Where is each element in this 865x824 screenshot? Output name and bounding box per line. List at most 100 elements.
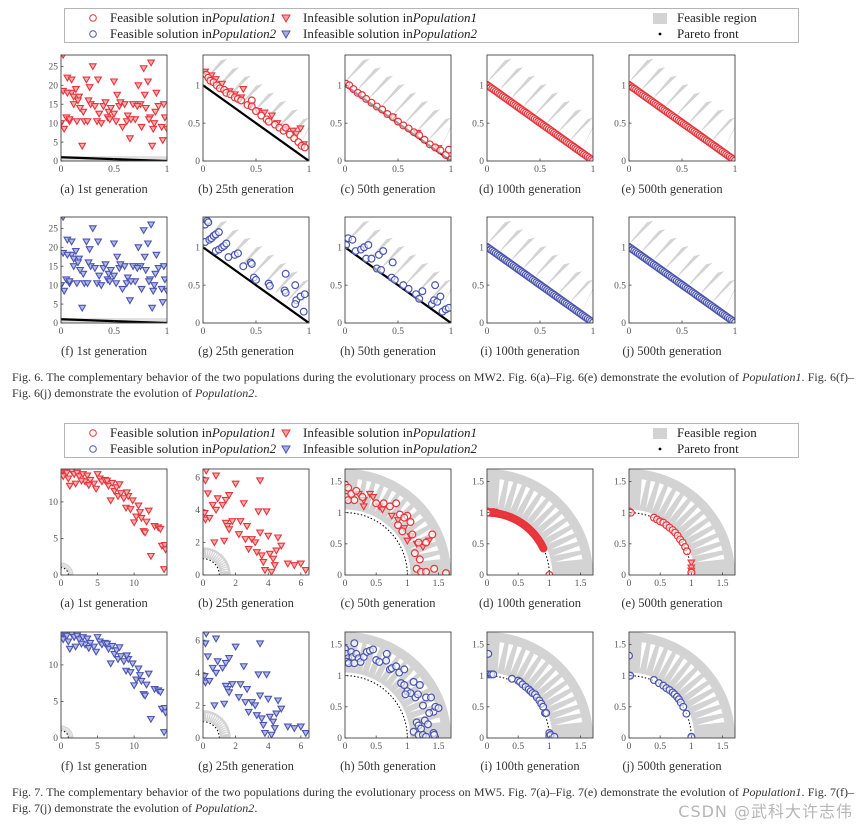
feasible-point <box>369 645 378 654</box>
infeasible-point <box>75 636 84 644</box>
feasible-point <box>404 124 413 133</box>
feasible-point <box>392 662 401 671</box>
infeasible-point <box>144 507 153 515</box>
subplot-fig7-a: 0 5 10 0 5 10 (a) 1st generation <box>25 459 168 619</box>
infeasible-point <box>109 110 119 118</box>
feasible-point <box>367 98 376 107</box>
feasible-region-spike <box>653 75 677 99</box>
infeasible-point <box>270 725 280 733</box>
infeasible-point <box>128 497 137 505</box>
subplot-fig7-d: 0 0.5 1 1.5 0 0.5 1 1.5 (d) 100th generation <box>451 459 594 619</box>
subplot-fig6-j: 0 0.5 1 0 0.5 1 (j) 500th generation <box>593 207 738 367</box>
y-tick-label: 4 <box>195 669 200 679</box>
infeasible-point <box>133 103 142 111</box>
infeasible-point <box>116 261 125 269</box>
feasible-point <box>629 651 633 660</box>
y-tick-label: 0 <box>479 734 484 744</box>
feasible-point <box>264 117 273 126</box>
plot-area <box>203 58 309 161</box>
y-tick-label: 0 <box>479 319 484 329</box>
infeasible-point <box>277 542 286 550</box>
feasible-point <box>390 275 399 284</box>
infeasible-point <box>75 104 85 113</box>
pareto-front-arc <box>629 675 692 738</box>
infeasible-point <box>73 97 83 105</box>
feasible-point <box>430 730 439 738</box>
x-tick-label: 10 <box>129 579 139 589</box>
infeasible-slot <box>68 570 72 573</box>
pareto-front-line <box>203 246 309 323</box>
x-tick-label: 0.5 <box>392 165 404 175</box>
infeasible-point <box>101 261 110 269</box>
legend-item-infeasible-pop1: Infeasible solution in Population1 <box>277 10 477 26</box>
infeasible-point <box>211 506 221 515</box>
x-tick-label: 0.5 <box>108 165 120 175</box>
x-tick-label: 1.5 <box>433 742 445 752</box>
axes-box <box>202 468 310 576</box>
infeasible-point <box>159 101 167 109</box>
infeasible-slot <box>67 568 71 571</box>
y-tick-label: 20 <box>49 243 59 253</box>
x-tick-label: 1.5 <box>717 579 729 589</box>
subplot-svg: 0 0.5 1 1.5 0 0.5 1 1.5 <box>330 631 452 752</box>
feasible-point <box>364 241 373 250</box>
infeasible-point <box>158 299 167 307</box>
infeasible-slot <box>652 646 665 674</box>
axes-box <box>344 468 452 576</box>
legend-item-feasible-pop2: Feasible solution in Population2 <box>84 26 276 42</box>
infeasible-point <box>254 671 263 679</box>
infeasible-point <box>75 266 85 275</box>
infeasible-slot <box>504 480 514 509</box>
infeasible-slot <box>68 733 72 736</box>
infeasible-point <box>118 123 127 132</box>
infeasible-point <box>263 532 273 541</box>
infeasible-point <box>296 560 306 568</box>
infeasible-slot <box>497 642 505 671</box>
infeasible-slot <box>65 565 68 569</box>
feasible-point <box>487 649 493 658</box>
infeasible-slot <box>217 722 224 728</box>
subplot-fig6-b: 0 0.5 1 0 0.5 1 (b) 25th generation <box>167 45 312 205</box>
infeasible-point <box>228 681 237 689</box>
infeasible-slot <box>694 708 723 719</box>
y-tick-label: 10 <box>49 661 59 671</box>
infeasible-point <box>122 652 132 660</box>
feasible-region-spike <box>546 100 571 124</box>
x-tick-label: 0.5 <box>392 327 404 337</box>
infeasible-slot <box>207 713 210 721</box>
plot-area <box>487 220 593 323</box>
subplot-svg: 0 5 10 0 5 10 <box>49 468 168 589</box>
infeasible-slot <box>219 728 227 732</box>
black-dot-icon <box>651 31 669 37</box>
subplot-caption: (j) 500th generation <box>622 759 722 773</box>
infeasible-point <box>65 645 75 654</box>
infeasible-point <box>162 125 167 134</box>
infeasible-point <box>203 516 210 524</box>
infeasible-point <box>255 692 265 700</box>
infeasible-point <box>71 643 80 651</box>
infeasible-point <box>272 547 281 555</box>
y-tick-label: 0 <box>337 571 342 581</box>
infeasible-point <box>135 672 145 680</box>
infeasible-point <box>77 640 86 648</box>
infeasible-point <box>123 274 133 282</box>
infeasible-point <box>228 518 237 526</box>
subplot-fig6-h: 0 0.5 1 0 0.5 1 (h) 50th generation <box>309 207 454 367</box>
axes-box <box>344 631 452 739</box>
infeasible-point <box>242 523 252 531</box>
feasible-point <box>392 499 401 508</box>
infeasible-point <box>218 501 227 510</box>
feasible-point <box>420 135 429 144</box>
feasible-point <box>682 547 691 556</box>
subplot-fig7-b: 0 2 4 6 0 2 4 6 (b) 25th generation <box>167 459 310 619</box>
y-tick-label: 1.5 <box>472 478 484 488</box>
y-tick-label: 0.5 <box>330 281 342 291</box>
blue-circle-icon <box>84 29 102 39</box>
feasible-region-spike <box>535 254 559 278</box>
infeasible-point <box>387 512 397 521</box>
y-tick-label: 1 <box>479 509 484 519</box>
infeasible-point <box>151 108 160 117</box>
feasible-region-spike <box>251 254 275 278</box>
infeasible-point <box>137 677 146 686</box>
